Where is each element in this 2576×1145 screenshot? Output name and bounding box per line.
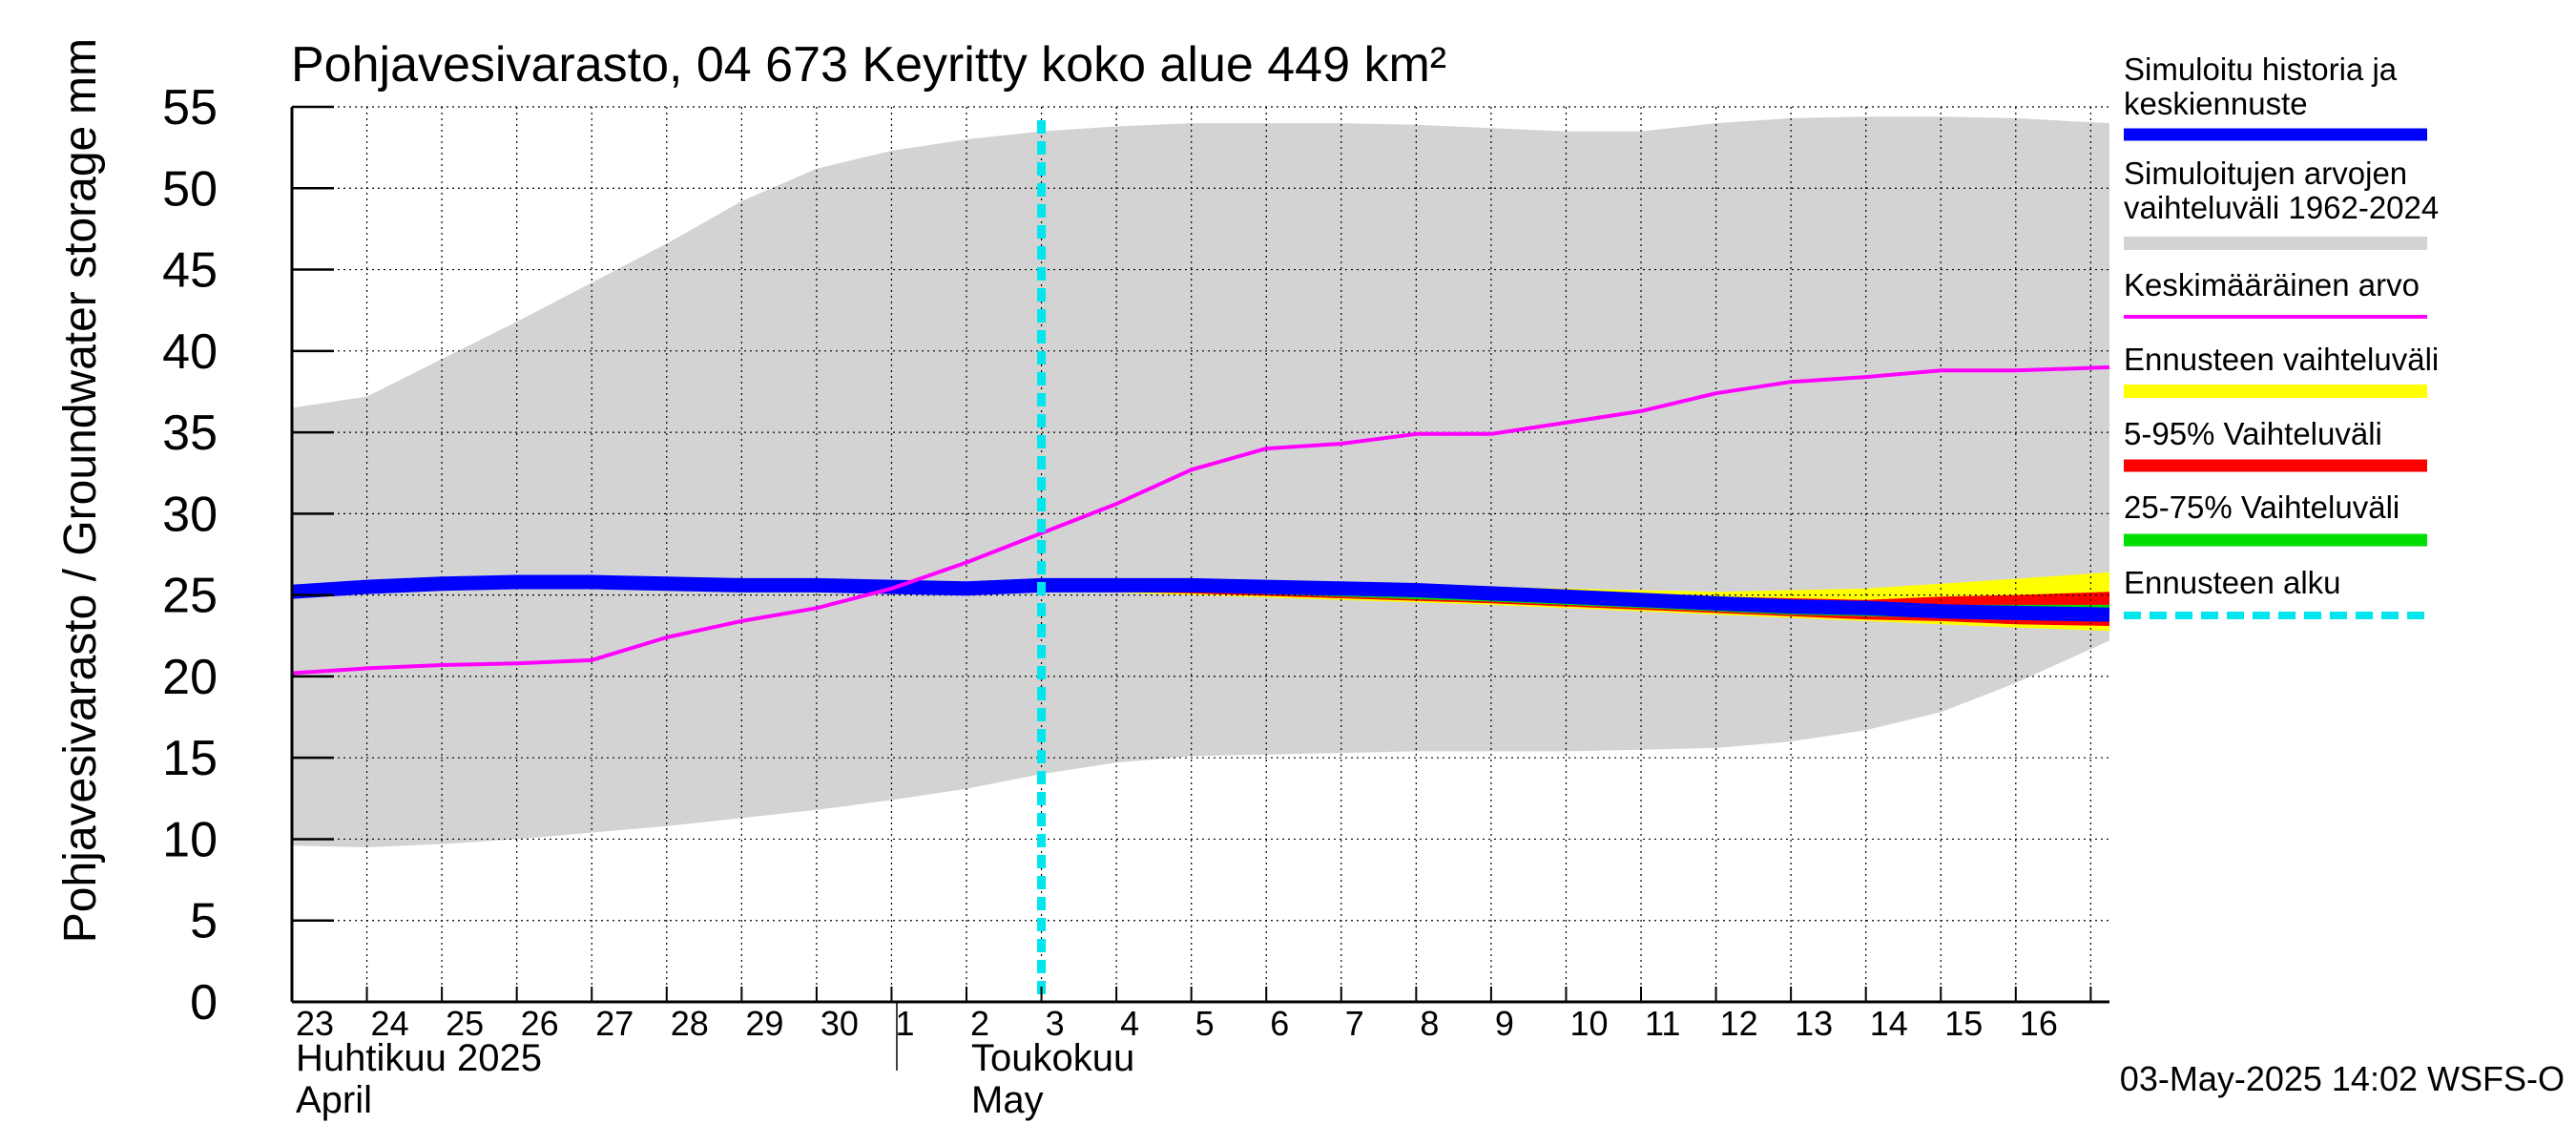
y-tick-label: 30 xyxy=(162,487,218,542)
x-tick-label: 3 xyxy=(1046,1004,1065,1043)
x-tick-label: 28 xyxy=(671,1004,709,1043)
legend: Simuloitu historia ja keskiennuste Simuloi… xyxy=(2124,52,2439,619)
series-lines xyxy=(291,120,2110,1002)
x-tick-label: 1 xyxy=(895,1004,914,1043)
y-axis-unit: mm xyxy=(55,38,106,114)
x-tick-label: 27 xyxy=(595,1004,634,1043)
y-tick-label: 55 xyxy=(162,80,218,135)
x-tick-label: 14 xyxy=(1870,1004,1908,1043)
x-tick-label: 13 xyxy=(1795,1004,1833,1043)
y-tick-label: 10 xyxy=(162,812,218,867)
x-tick-label: 15 xyxy=(1944,1004,1983,1043)
x-tick-label: 16 xyxy=(2020,1004,2058,1043)
x-tick-label: 8 xyxy=(1420,1004,1439,1043)
legend-swatch-2 xyxy=(2124,315,2427,319)
x-tick-label: 6 xyxy=(1270,1004,1289,1043)
legend-label-5: 25-75% Vaihteluväli xyxy=(2124,489,2399,525)
month-label-may-fi: Toukokuu xyxy=(971,1037,1134,1079)
x-tick-label: 11 xyxy=(1645,1004,1680,1043)
x-tick-label: 4 xyxy=(1120,1004,1139,1043)
series-line-mean xyxy=(291,364,2110,676)
legend-label-3: Ennusteen vaihteluväli xyxy=(2124,342,2439,377)
y-tick-label: 35 xyxy=(162,406,218,461)
month-label-april-fi: Huhtikuu 2025 xyxy=(296,1037,542,1079)
series-line-simulated xyxy=(291,574,2110,622)
x-tick-label: 5 xyxy=(1195,1004,1215,1043)
legend-label-1: Simuloitujen arvojen vaihteluväli 1962-20… xyxy=(2124,156,2439,225)
x-tick-label: 10 xyxy=(1569,1004,1608,1043)
x-tick-label: 23 xyxy=(296,1004,334,1043)
y-tick-label: 15 xyxy=(162,731,218,786)
legend-swatch-4 xyxy=(2124,459,2427,472)
y-tick-label: 45 xyxy=(162,243,218,299)
y-tick-label: 25 xyxy=(162,569,218,624)
month-label-may-en: May xyxy=(971,1079,1044,1121)
legend-swatch-0 xyxy=(2124,128,2427,141)
legend-swatch-1 xyxy=(2124,237,2427,250)
legend-swatch-3 xyxy=(2124,385,2427,398)
x-tick-label: 25 xyxy=(446,1004,484,1043)
x-tick-label: 2 xyxy=(970,1004,989,1043)
y-tick-label: 5 xyxy=(190,894,218,949)
x-tick-label: 29 xyxy=(745,1004,783,1043)
y-tick-label: 20 xyxy=(162,650,218,705)
x-tick-label: 9 xyxy=(1495,1004,1514,1043)
legend-label-6: Ennusteen alku xyxy=(2124,565,2341,600)
y-tick-label: 50 xyxy=(162,161,218,217)
x-tick-label: 26 xyxy=(521,1004,559,1043)
band-0 xyxy=(292,116,2109,847)
legend-swatch-5 xyxy=(2124,533,2427,547)
x-tick-label: 24 xyxy=(371,1004,409,1043)
y-tick-label: 40 xyxy=(162,324,218,380)
x-tick-label: 7 xyxy=(1345,1004,1364,1043)
x-tick-label: 30 xyxy=(821,1004,859,1043)
legend-label-4: 5-95% Vaihteluväli xyxy=(2124,416,2382,451)
y-tick-label: 0 xyxy=(190,975,218,1030)
legend-label-2: Keskimääräinen arvo xyxy=(2124,267,2420,302)
grid-lines xyxy=(292,106,2109,1002)
chart-title: Pohjavesivarasto, 04 673 Keyritty koko a… xyxy=(291,37,1446,93)
y-axis-label: Pohjavesivarasto / Groundwater storage xyxy=(55,126,106,943)
legend-label-0: Simuloitu historia ja keskiennuste xyxy=(2124,52,2398,121)
timestamp: 03-May-2025 14:02 WSFS-O xyxy=(2120,1059,2565,1098)
month-label-april-en: April xyxy=(296,1079,372,1121)
x-tick-label: 12 xyxy=(1720,1004,1758,1043)
